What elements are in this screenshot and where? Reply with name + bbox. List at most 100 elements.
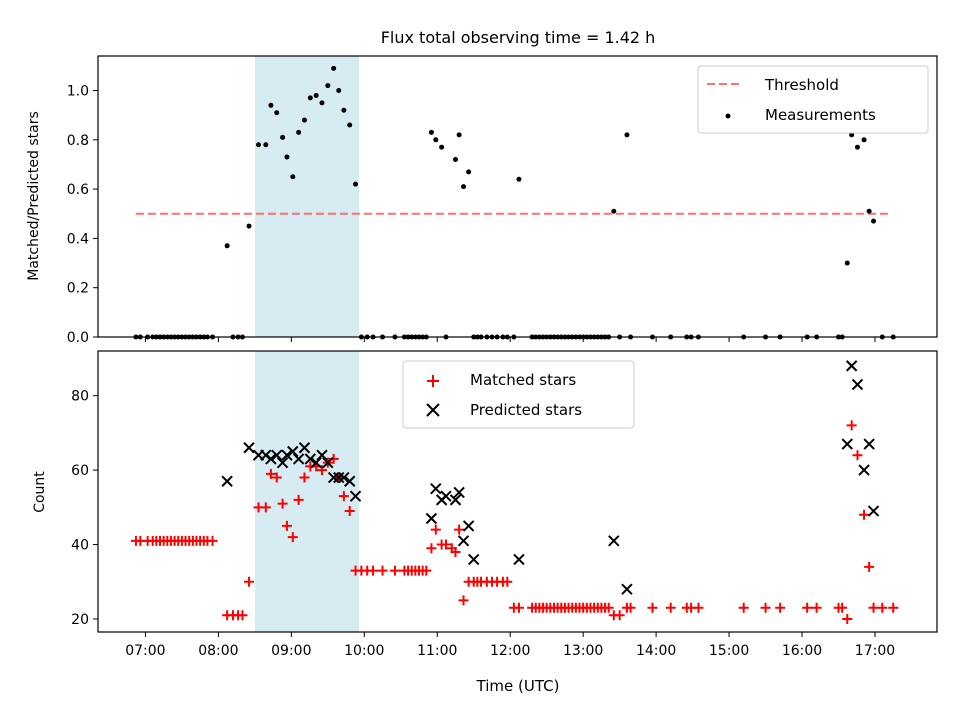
predicted-star-point bbox=[327, 471, 340, 484]
measurement-point bbox=[871, 218, 877, 224]
matched-star-point bbox=[271, 472, 282, 483]
x-tick-label: 10:00 bbox=[344, 643, 384, 659]
top-y-tick-label: 0.8 bbox=[67, 133, 89, 149]
predicted-star-point bbox=[310, 456, 322, 469]
bottom-x-ticks: 07:00 08:00 09:00 10:00 11:00 12:00 13:00 14:00… bbox=[125, 632, 895, 659]
matched-star-point bbox=[426, 543, 437, 554]
measurement-point bbox=[296, 129, 302, 135]
matched-star-point bbox=[299, 472, 310, 483]
measurement-point bbox=[452, 157, 458, 163]
matched-star-point bbox=[368, 565, 379, 576]
matched-star-point bbox=[738, 602, 749, 613]
top-y-tick-label: 1.0 bbox=[67, 84, 89, 100]
measurement-point bbox=[466, 169, 472, 175]
matched-star-point bbox=[441, 539, 452, 550]
matched-star-point bbox=[344, 506, 355, 517]
matched-star-point bbox=[237, 610, 248, 621]
measurement-point bbox=[854, 144, 860, 150]
matched-star-point bbox=[868, 602, 879, 613]
measurement-point bbox=[301, 117, 307, 123]
bottom-y-axis-label: Count bbox=[32, 471, 48, 513]
matched-star-point bbox=[614, 610, 625, 621]
measurement-point bbox=[861, 137, 867, 143]
predicted-star-point bbox=[457, 535, 470, 547]
top-y-tick-label: 0.2 bbox=[67, 281, 89, 297]
measurement-point bbox=[866, 208, 872, 214]
predicted-star-point bbox=[287, 445, 299, 458]
measurement-point bbox=[347, 122, 353, 128]
matched-star-point bbox=[859, 509, 870, 520]
measurement-point bbox=[461, 184, 467, 190]
predicted-star-point bbox=[513, 553, 525, 566]
top-span-shade bbox=[254, 56, 360, 337]
matched-star-point bbox=[603, 602, 614, 613]
top-panel: 0.0 0.2 0.4 0.6 0.8 1.0 Matched/Predicted sta… bbox=[26, 55, 938, 346]
measurement-point bbox=[849, 132, 855, 138]
measurement-point bbox=[274, 110, 280, 116]
matched-star-point bbox=[244, 576, 255, 587]
predicted-star-point bbox=[265, 453, 277, 465]
measurement-point bbox=[456, 132, 462, 138]
predicted-star-point bbox=[621, 583, 633, 595]
matched-star-point bbox=[852, 450, 863, 461]
predicted-star-point bbox=[845, 360, 858, 372]
legend-threshold-label: Threshold bbox=[764, 76, 839, 94]
predicted-star-point bbox=[449, 494, 462, 506]
measurement-point bbox=[331, 65, 337, 71]
bottom-y-ticks: 20 40 60 80 bbox=[71, 389, 98, 628]
measurement-point bbox=[284, 154, 290, 160]
matched-star-point bbox=[430, 524, 441, 535]
matched-star-point bbox=[864, 561, 875, 572]
predicted-star-point bbox=[304, 453, 317, 465]
matched-star-point bbox=[450, 546, 461, 557]
measurement-point bbox=[341, 107, 347, 113]
matched-star-point bbox=[293, 494, 304, 505]
matched-star-point bbox=[389, 565, 400, 576]
bottom-y-tick-label: 40 bbox=[71, 538, 89, 554]
legend-measurements-label: Measurements bbox=[765, 106, 876, 124]
bottom-y-tick-label: 60 bbox=[71, 463, 89, 479]
bottom-span-shade bbox=[254, 351, 360, 632]
predicted-star-point bbox=[841, 438, 853, 450]
matched-star-point bbox=[260, 502, 271, 513]
predicted-star-point bbox=[430, 483, 442, 495]
matched-star-point bbox=[775, 602, 786, 613]
chart-title: Flux total observing time = 1.42 h bbox=[381, 28, 656, 47]
top-y-tick-label: 0.4 bbox=[67, 231, 89, 247]
matched-star-point bbox=[377, 565, 388, 576]
predicted-star-point bbox=[271, 449, 283, 461]
x-tick-label: 08:00 bbox=[198, 643, 238, 659]
bottom-plot-frame bbox=[97, 350, 938, 633]
predicted-stars-points bbox=[221, 360, 880, 595]
predicted-star-point bbox=[292, 453, 305, 465]
matched-star-point bbox=[458, 595, 469, 606]
matched-star-point bbox=[837, 602, 848, 613]
matched-stars-points bbox=[130, 420, 899, 624]
matched-star-point bbox=[281, 520, 292, 531]
top-legend: Threshold Measurements bbox=[697, 65, 929, 134]
matched-star-point bbox=[207, 535, 218, 546]
matched-star-point bbox=[811, 602, 822, 613]
matched-star-point bbox=[454, 524, 465, 535]
measurement-point bbox=[336, 88, 342, 94]
measurement-point bbox=[325, 83, 331, 89]
predicted-star-point bbox=[440, 490, 452, 502]
x-tick-label: 12:00 bbox=[490, 643, 530, 659]
measurement-point bbox=[844, 260, 850, 266]
matched-star-point bbox=[502, 576, 513, 587]
predicted-star-point bbox=[333, 471, 345, 484]
x-tick-label: 13:00 bbox=[563, 643, 603, 659]
predicted-star-point bbox=[425, 512, 438, 525]
bottom-panel: 20 40 60 80 07:00 08:00 09:00 10:00 11:00 12:00 1… bbox=[32, 350, 938, 695]
predicted-star-point bbox=[858, 464, 870, 476]
measurement-point bbox=[246, 223, 252, 229]
x-tick-label: 07:00 bbox=[125, 643, 165, 659]
legend-measurements-dot-icon bbox=[725, 113, 731, 119]
measurement-point bbox=[290, 174, 296, 180]
measurement-point bbox=[611, 208, 617, 214]
predicted-star-point bbox=[281, 449, 293, 461]
predicted-star-point bbox=[453, 486, 465, 499]
measurement-point bbox=[307, 95, 313, 101]
measurement-point bbox=[224, 243, 230, 249]
